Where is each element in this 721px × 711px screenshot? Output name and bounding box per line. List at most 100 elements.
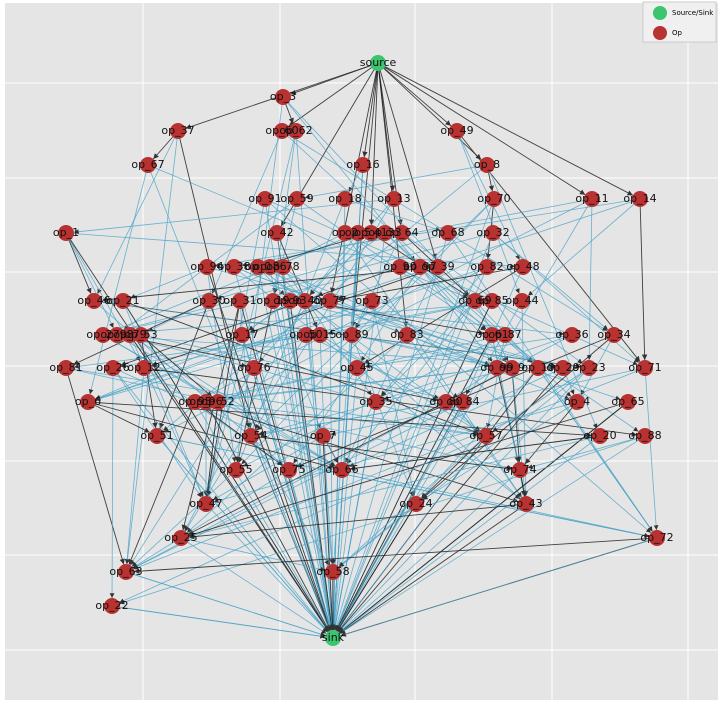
- edge: [129, 334, 336, 467]
- node: [489, 360, 505, 376]
- node: [344, 327, 360, 343]
- edge: [304, 164, 488, 200]
- node-label: op_13: [377, 192, 410, 205]
- node-label: op_63: [109, 565, 142, 578]
- edge: [527, 198, 641, 297]
- edge: [194, 401, 330, 632]
- node: [514, 293, 530, 309]
- edge: [95, 266, 488, 401]
- node: [173, 530, 189, 546]
- node: [281, 462, 297, 478]
- edge: [156, 435, 329, 633]
- node-label: op_51: [140, 429, 173, 442]
- node-label: op_19: [256, 294, 289, 307]
- node-label: op_12: [127, 361, 160, 374]
- edge: [205, 401, 479, 437]
- node: [515, 259, 531, 275]
- edge: [65, 232, 114, 329]
- edge: [492, 232, 609, 331]
- node-label: op_71: [628, 361, 661, 374]
- edge: [377, 62, 586, 196]
- edge: [331, 232, 359, 565]
- node-label: op_10: [521, 361, 554, 374]
- node-label: op_34: [597, 328, 630, 341]
- node: [386, 191, 402, 207]
- node: [455, 394, 471, 410]
- node-label: op_72: [640, 531, 673, 544]
- edge: [87, 401, 151, 433]
- node: [315, 428, 331, 444]
- edge: [156, 435, 650, 538]
- node-label: op_66: [325, 463, 358, 476]
- node: [136, 360, 152, 376]
- node-label: op_0: [245, 260, 271, 273]
- node: [228, 462, 244, 478]
- node: [257, 191, 273, 207]
- node: [518, 496, 534, 512]
- edge: [295, 130, 335, 631]
- node-label: op_98: [100, 328, 133, 341]
- node: [355, 157, 371, 173]
- edge: [351, 334, 490, 368]
- edge: [349, 435, 601, 471]
- node-label: op_14: [623, 192, 656, 205]
- edge: [381, 300, 476, 397]
- node-label: op_52: [201, 395, 234, 408]
- edge: [384, 232, 487, 330]
- legend-swatch: [653, 26, 667, 40]
- node: [58, 225, 74, 241]
- edge: [129, 367, 255, 566]
- node: [606, 327, 622, 343]
- node: [486, 191, 502, 207]
- node-label: op_27: [86, 328, 119, 341]
- edge: [119, 435, 646, 605]
- edge: [377, 62, 437, 260]
- node: [312, 327, 328, 343]
- edge: [188, 503, 527, 540]
- node: [334, 462, 350, 478]
- node-label: op_3: [270, 90, 296, 103]
- edge: [368, 62, 379, 226]
- node: [478, 428, 494, 444]
- node: [187, 394, 203, 410]
- edge: [524, 401, 578, 465]
- edge: [97, 130, 179, 295]
- edge: [639, 198, 648, 361]
- node: [133, 327, 149, 343]
- node-label: op_84: [446, 395, 479, 408]
- edge: [339, 435, 646, 634]
- node-label: op_20: [583, 429, 616, 442]
- edge: [447, 232, 653, 532]
- node-label: op_47: [189, 497, 222, 510]
- node: [201, 293, 217, 309]
- node-label: op_50: [289, 328, 322, 341]
- node-label: op_60: [265, 124, 298, 137]
- node-label: op_59: [280, 192, 313, 205]
- node: [105, 360, 121, 376]
- edge: [110, 266, 401, 335]
- edge: [289, 300, 556, 368]
- node-label: op_43: [509, 497, 542, 510]
- edge: [101, 266, 439, 303]
- edge: [337, 435, 487, 632]
- edge: [205, 401, 513, 470]
- node: [198, 394, 214, 410]
- node-label: op_76: [237, 361, 270, 374]
- node-label: op_37: [161, 124, 194, 137]
- edge: [289, 300, 334, 631]
- node-label: op_33: [368, 226, 401, 239]
- edges: [65, 62, 659, 639]
- node-label: op_5: [345, 226, 371, 239]
- node-label: op_93: [273, 294, 306, 307]
- node-label: op_42: [260, 226, 293, 239]
- node: [392, 259, 408, 275]
- node: [104, 598, 120, 614]
- edge: [335, 266, 488, 631]
- edge: [349, 367, 564, 468]
- edge: [143, 367, 638, 437]
- node-label: op_54: [234, 429, 267, 442]
- node-label: op_62: [279, 124, 312, 137]
- node: [122, 327, 138, 343]
- edge: [250, 435, 331, 631]
